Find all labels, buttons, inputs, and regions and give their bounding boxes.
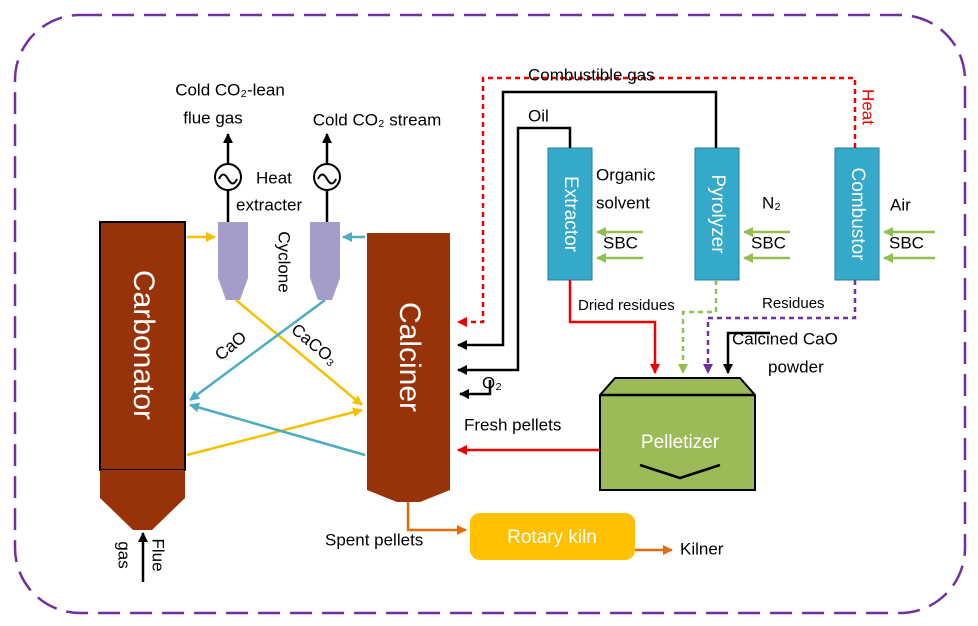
- label: extracter: [236, 195, 302, 214]
- rotary-kiln: [470, 513, 635, 560]
- label: CaCO₃: [288, 320, 342, 369]
- label: Heat: [256, 168, 292, 187]
- label: Heat: [859, 89, 878, 125]
- rotary-kiln-label: Rotary kiln: [507, 527, 597, 548]
- pelletizer-edge: [639, 463, 721, 480]
- calciner-label: Calciner: [393, 302, 426, 412]
- cyclone: [310, 222, 340, 300]
- label: Spent pellets: [325, 530, 423, 549]
- label: Calcined CaO: [732, 329, 838, 348]
- label: Air: [890, 195, 911, 214]
- arrow: [459, 380, 492, 399]
- label: Combustible gas: [528, 65, 655, 84]
- heat-icon: [317, 173, 337, 185]
- label: O₂: [482, 373, 502, 392]
- gas-line: [457, 90, 718, 350]
- arrow: [568, 280, 660, 374]
- label: Flue: [149, 538, 168, 571]
- cyclone-label: Cyclone: [275, 231, 294, 292]
- label: powder: [768, 357, 824, 376]
- label: flue gas: [183, 108, 243, 127]
- label: Residues: [762, 295, 825, 312]
- cyclone: [218, 222, 248, 300]
- label: Cold CO₂ stream: [313, 110, 441, 129]
- label: Organic: [596, 165, 656, 184]
- label: Dried residues: [578, 297, 675, 314]
- combustor-label: Combustor: [847, 168, 868, 262]
- calciner-body: [367, 233, 450, 480]
- oil-line: [457, 126, 572, 375]
- label: Oil: [528, 106, 549, 125]
- extractor-label: Extractor: [560, 176, 581, 253]
- label: N₂: [762, 193, 781, 212]
- heat-line: [457, 76, 857, 327]
- label: Kilner: [680, 539, 724, 558]
- label: SBC: [751, 233, 786, 252]
- arrow: [723, 331, 770, 374]
- arrow: [406, 502, 467, 535]
- calciner-hopper: [367, 480, 450, 502]
- heat-icon: [218, 173, 238, 185]
- carbonator-label: Carbonator: [127, 270, 160, 420]
- label: solvent: [596, 193, 650, 212]
- arrow: [189, 298, 326, 402]
- label: Fresh pellets: [464, 415, 561, 434]
- label: SBC: [889, 233, 924, 252]
- label: SBC: [603, 233, 638, 252]
- carbonator-hopper: [100, 470, 185, 530]
- label: gas: [115, 541, 134, 568]
- pyrolyzer-label: Pyrolyzer: [707, 174, 728, 254]
- label: Cold CO₂-lean: [175, 80, 285, 99]
- pelletizer-label: Pelletizer: [641, 432, 720, 453]
- combustor: [834, 147, 880, 281]
- arrow: [703, 280, 857, 374]
- arrow: [678, 280, 718, 374]
- arrow: [235, 299, 363, 406]
- arrow: [186, 407, 363, 457]
- pyrolyzer: [694, 147, 740, 281]
- extractor: [547, 147, 593, 281]
- arrow: [189, 402, 366, 457]
- boundary: [13, 13, 967, 615]
- carbonator-body: [99, 221, 186, 471]
